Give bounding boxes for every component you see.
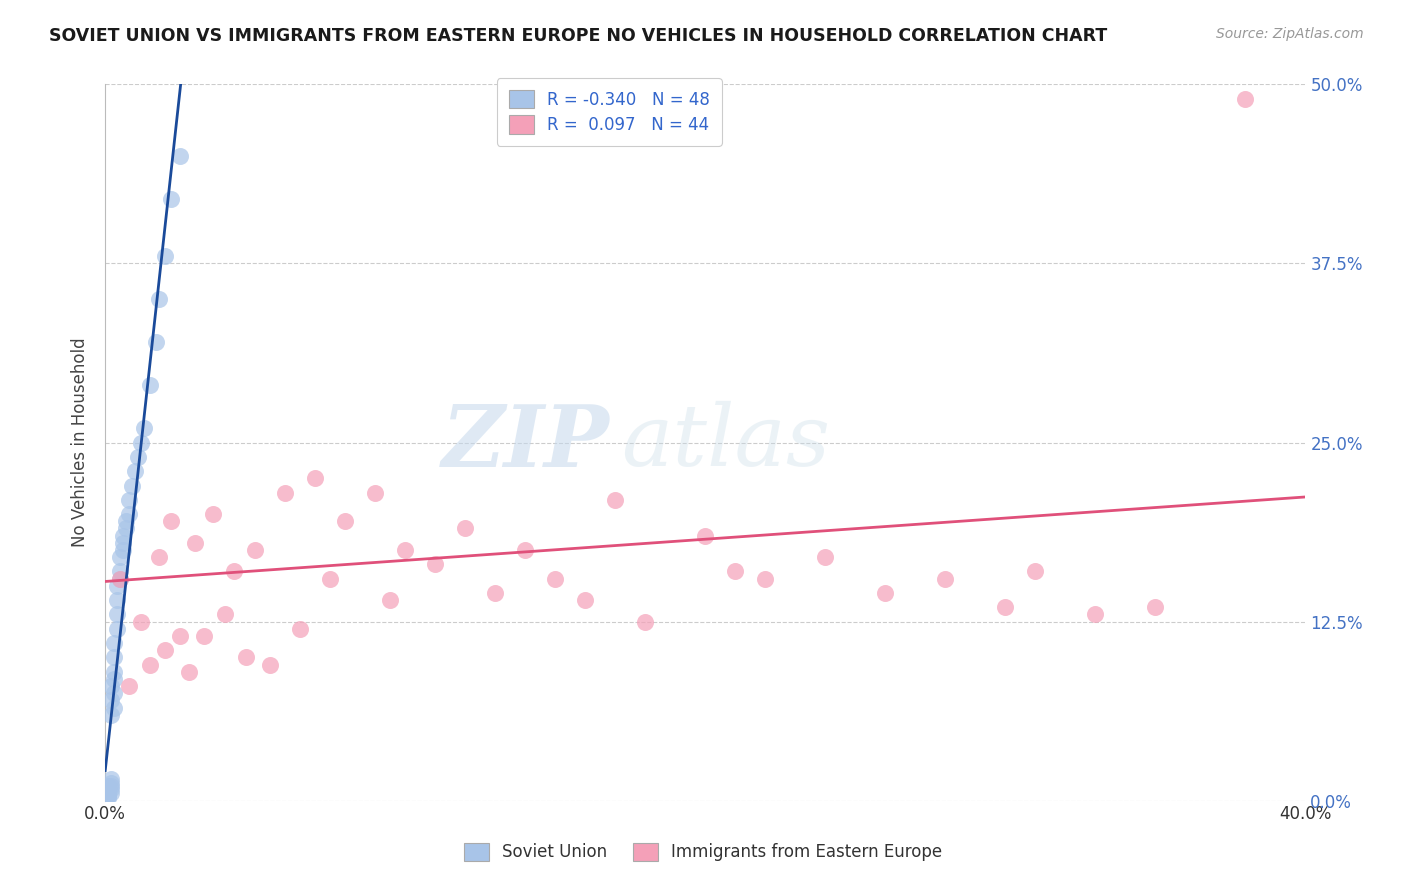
Point bbox=[148, 293, 170, 307]
Point bbox=[394, 543, 416, 558]
Point bbox=[105, 593, 128, 607]
Y-axis label: No Vehicles in Household: No Vehicles in Household bbox=[72, 338, 89, 548]
Point bbox=[695, 528, 717, 542]
Point bbox=[934, 572, 956, 586]
Point bbox=[484, 586, 506, 600]
Point bbox=[105, 607, 128, 622]
Point bbox=[112, 536, 135, 550]
Point bbox=[103, 665, 125, 679]
Point bbox=[97, 783, 120, 797]
Point bbox=[574, 593, 596, 607]
Point bbox=[103, 650, 125, 665]
Point bbox=[100, 779, 122, 793]
Point bbox=[97, 789, 120, 804]
Point bbox=[124, 464, 146, 478]
Point bbox=[112, 528, 135, 542]
Point bbox=[115, 514, 138, 528]
Point bbox=[1234, 92, 1257, 106]
Point bbox=[105, 622, 128, 636]
Point bbox=[134, 421, 156, 435]
Point bbox=[1084, 607, 1107, 622]
Point bbox=[454, 521, 477, 535]
Text: SOVIET UNION VS IMMIGRANTS FROM EASTERN EUROPE NO VEHICLES IN HOUSEHOLD CORRELAT: SOVIET UNION VS IMMIGRANTS FROM EASTERN … bbox=[49, 27, 1108, 45]
Point bbox=[110, 550, 132, 565]
Point bbox=[100, 776, 122, 790]
Point bbox=[100, 782, 122, 797]
Point bbox=[129, 615, 152, 629]
Point bbox=[103, 700, 125, 714]
Point bbox=[103, 672, 125, 686]
Legend: Soviet Union, Immigrants from Eastern Europe: Soviet Union, Immigrants from Eastern Eu… bbox=[451, 830, 955, 875]
Point bbox=[364, 485, 387, 500]
Point bbox=[118, 679, 141, 693]
Point bbox=[145, 335, 167, 350]
Point bbox=[319, 572, 342, 586]
Point bbox=[544, 572, 567, 586]
Point bbox=[335, 514, 357, 528]
Text: atlas: atlas bbox=[621, 401, 831, 483]
Point bbox=[814, 550, 837, 565]
Point bbox=[380, 593, 402, 607]
Point bbox=[127, 450, 149, 464]
Point bbox=[97, 787, 120, 801]
Legend: R = -0.340   N = 48, R =  0.097   N = 44: R = -0.340 N = 48, R = 0.097 N = 44 bbox=[496, 78, 721, 145]
Point bbox=[97, 788, 120, 802]
Point bbox=[290, 622, 312, 636]
Point bbox=[100, 679, 122, 693]
Point bbox=[634, 615, 657, 629]
Point bbox=[121, 478, 143, 492]
Point bbox=[97, 782, 120, 797]
Point bbox=[110, 565, 132, 579]
Point bbox=[155, 249, 177, 263]
Point bbox=[193, 629, 215, 643]
Point bbox=[97, 790, 120, 805]
Point bbox=[110, 572, 132, 586]
Point bbox=[724, 565, 747, 579]
Point bbox=[105, 579, 128, 593]
Point bbox=[118, 507, 141, 521]
Point bbox=[112, 543, 135, 558]
Point bbox=[515, 543, 537, 558]
Point bbox=[148, 550, 170, 565]
Point bbox=[259, 657, 281, 672]
Point bbox=[97, 779, 120, 793]
Point bbox=[754, 572, 776, 586]
Point bbox=[103, 686, 125, 700]
Point bbox=[1024, 565, 1046, 579]
Point bbox=[202, 507, 225, 521]
Point bbox=[169, 149, 191, 163]
Point bbox=[605, 492, 627, 507]
Point bbox=[160, 514, 183, 528]
Point bbox=[160, 192, 183, 206]
Point bbox=[994, 600, 1017, 615]
Point bbox=[179, 665, 201, 679]
Point bbox=[274, 485, 297, 500]
Point bbox=[184, 536, 207, 550]
Point bbox=[425, 558, 447, 572]
Point bbox=[235, 650, 257, 665]
Point bbox=[139, 378, 162, 392]
Text: Source: ZipAtlas.com: Source: ZipAtlas.com bbox=[1216, 27, 1364, 41]
Point bbox=[1144, 600, 1167, 615]
Point bbox=[115, 521, 138, 535]
Point bbox=[100, 693, 122, 707]
Point bbox=[245, 543, 267, 558]
Point bbox=[224, 565, 246, 579]
Point bbox=[97, 785, 120, 799]
Point bbox=[100, 707, 122, 722]
Point bbox=[304, 471, 326, 485]
Point bbox=[110, 572, 132, 586]
Point bbox=[100, 772, 122, 786]
Point bbox=[169, 629, 191, 643]
Point bbox=[97, 780, 120, 795]
Point bbox=[155, 643, 177, 657]
Point bbox=[139, 657, 162, 672]
Point bbox=[875, 586, 897, 600]
Point bbox=[214, 607, 236, 622]
Point bbox=[103, 636, 125, 650]
Point bbox=[118, 492, 141, 507]
Point bbox=[129, 435, 152, 450]
Point bbox=[100, 787, 122, 801]
Text: ZIP: ZIP bbox=[441, 401, 609, 484]
